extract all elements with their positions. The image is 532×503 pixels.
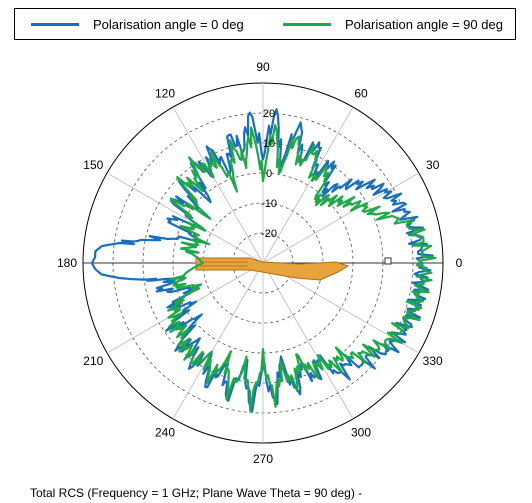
radial-tick--20: -20 — [261, 228, 277, 240]
series-line-1 — [167, 124, 437, 412]
spoke-240 — [172, 262, 264, 420]
legend-label-0deg: Polarisation angle = 0 deg — [93, 16, 244, 32]
angle-tick-60: 60 — [354, 86, 368, 100]
spoke-300 — [262, 262, 354, 420]
spoke-150 — [106, 172, 264, 264]
angle-tick-300: 300 — [351, 426, 371, 440]
radial-tick-10: 10 — [263, 138, 275, 150]
spoke-210 — [106, 262, 264, 354]
angle-tick-30: 30 — [426, 158, 440, 172]
legend-item-0deg: Polarisation angle = 0 deg — [31, 9, 244, 39]
radial-tick-0: 0 — [266, 168, 272, 180]
angle-tick-330: 330 — [423, 354, 443, 368]
angle-tick-270: 270 — [253, 452, 273, 466]
spoke-330 — [262, 262, 420, 354]
angle-tick-210: 210 — [83, 354, 103, 368]
radial-tick--10: -10 — [261, 198, 277, 210]
angle-tick-0: 0 — [456, 256, 463, 270]
spoke-120 — [172, 106, 264, 264]
legend-label-90deg: Polarisation angle = 90 deg — [345, 16, 503, 32]
series-layer — [90, 108, 437, 413]
legend-swatch-0deg — [31, 22, 79, 26]
angle-tick-180: 180 — [57, 256, 77, 270]
legend-item-90deg: Polarisation angle = 90 deg — [283, 9, 503, 39]
legend: Polarisation angle = 0 deg Polarisation … — [14, 8, 516, 40]
origin-marker — [384, 257, 392, 265]
tick-labels: 0 30 60 90 120 150 180 210 240 270 300 330 -20 -10 0 10… — [57, 60, 463, 466]
target-model — [195, 257, 350, 281]
angle-tick-90: 90 — [256, 60, 270, 74]
angle-tick-150: 150 — [83, 158, 103, 172]
legend-swatch-90deg — [283, 22, 331, 26]
angle-tick-120: 120 — [155, 86, 175, 100]
spoke-30 — [262, 172, 420, 264]
radial-tick-20: 20 — [263, 108, 275, 120]
spoke-60 — [262, 106, 354, 264]
angle-tick-240: 240 — [155, 426, 175, 440]
chart-caption: Total RCS (Frequency = 1 GHz; Plane Wave… — [30, 486, 363, 500]
